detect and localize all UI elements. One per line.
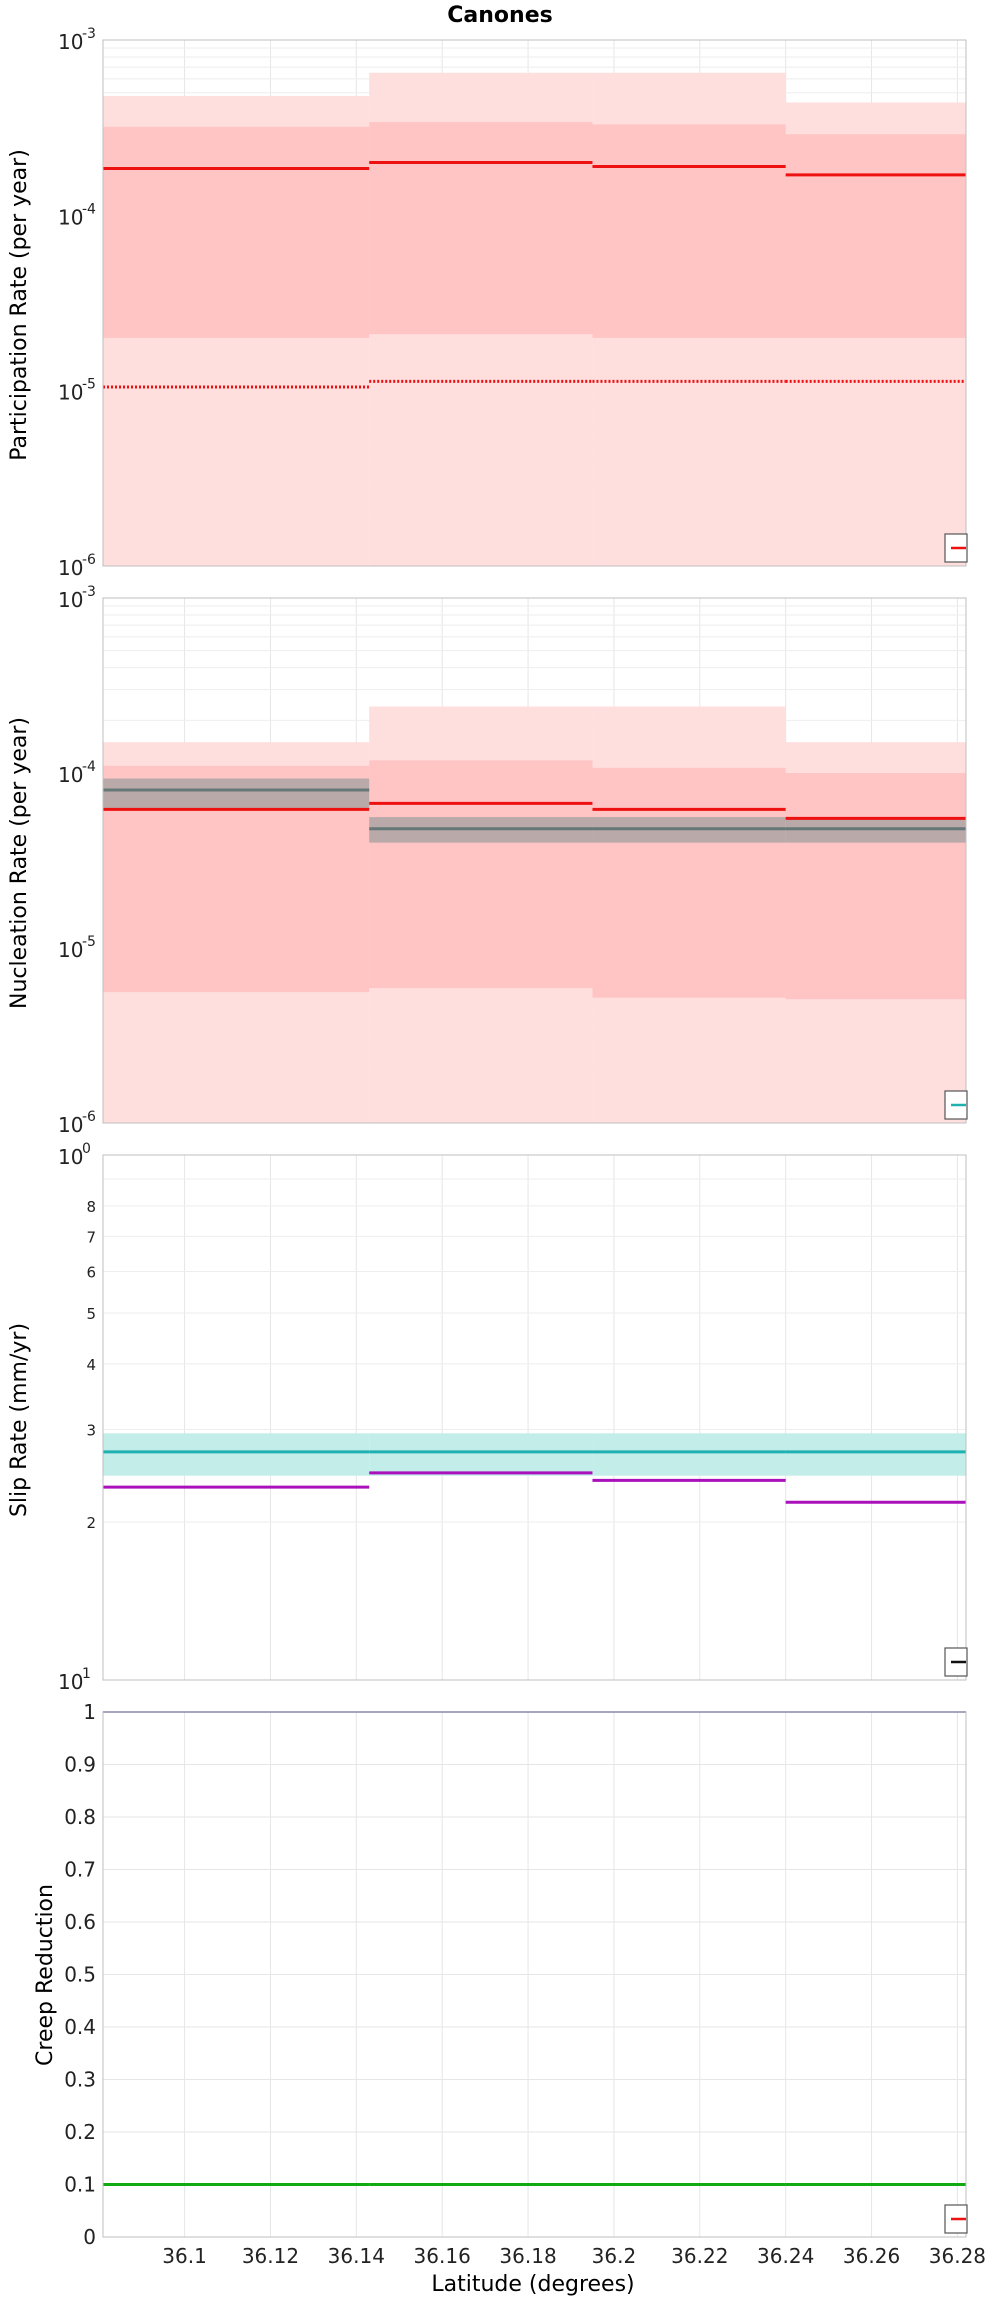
panel-creep-reduction: 0 0.1 0.2 0.3 0.4 0.5 0.6 0.7 0.8 0.9 1 36.1 36.12 36…: [64, 1700, 986, 2268]
uncertainty-band: [592, 767, 786, 998]
x-tick-label: 36.18: [499, 2244, 556, 2268]
y-tick-exponent: -3: [82, 26, 96, 42]
y-tick-minor-label: 7: [86, 1228, 96, 1246]
y-tick-exponent: -4: [82, 201, 96, 217]
uncertainty-band: [785, 1433, 966, 1476]
uncertainty-band: [785, 134, 966, 338]
y-tick-label: 10: [58, 588, 83, 612]
uncertainty-band: [369, 1433, 593, 1476]
y-tick-label: 1: [83, 1700, 96, 1724]
y-tick-label: 10: [58, 381, 83, 405]
y-tick-minor-label: 3: [86, 1422, 96, 1440]
y-tick-label: 10: [58, 30, 83, 54]
y-tick-label: 10: [58, 556, 83, 580]
x-tick-label: 36.24: [757, 2244, 814, 2268]
uncertainty-band: [369, 760, 593, 989]
y-tick-label: 0.8: [64, 1805, 96, 1829]
x-tick-label: 36.14: [328, 2244, 385, 2268]
y-tick-minor-label: 4: [86, 1356, 96, 1374]
x-tick-label: 36.26: [843, 2244, 900, 2268]
slip-rate-ylabel: Slip Rate (mm/yr): [7, 1323, 32, 1517]
chart-title: Canones: [447, 3, 552, 28]
y-tick-label: 10: [58, 763, 83, 787]
y-tick-exponent: -5: [82, 377, 96, 393]
x-tick-label: 36.1: [162, 2244, 207, 2268]
y-tick-label: 0.9: [64, 1753, 96, 1777]
creep-reduction-ylabel: Creep Reduction: [33, 1884, 58, 2066]
y-tick-label: 0.4: [64, 2015, 96, 2039]
x-tick-label: 36.28: [929, 2244, 986, 2268]
uncertainty-band: [103, 126, 370, 338]
uncertainty-band: [785, 773, 966, 1000]
uncertainty-band: [369, 122, 593, 335]
x-tick-label: 36.22: [671, 2244, 728, 2268]
x-tick-label: 36.2: [592, 2244, 637, 2268]
y-tick-exponent: -6: [82, 552, 96, 568]
plot-frame: [102, 597, 967, 1124]
uncertainty-band: [103, 1433, 370, 1476]
y-tick-label: 0.2: [64, 2120, 96, 2144]
y-tick-exponent: -3: [82, 584, 96, 600]
y-tick-label: 0.6: [64, 1910, 96, 1934]
y-tick-label: 10: [58, 1670, 83, 1694]
y-tick-exponent: -6: [82, 1109, 96, 1125]
y-tick-minor-label: 5: [86, 1305, 96, 1323]
x-tick-label: 36.12: [242, 2244, 299, 2268]
y-tick-minor-label: 2: [86, 1514, 96, 1532]
x-axis-label: Latitude (degrees): [431, 2272, 634, 2297]
plot-frame: [102, 39, 967, 567]
panel-nucleation: 10-610-510-410-3: [58, 584, 968, 1137]
y-tick-label: 10: [58, 205, 83, 229]
plot-area: [103, 1155, 966, 1680]
x-tick-label: 36.16: [414, 2244, 471, 2268]
y-tick-exponent: -5: [82, 934, 96, 950]
uncertainty-band: [103, 778, 370, 810]
y-tick-label: 0.3: [64, 2068, 96, 2092]
y-tick-label: 10: [58, 1145, 83, 1169]
y-tick-label: 0.7: [64, 1858, 96, 1882]
y-tick-label: 0.5: [64, 1963, 96, 1987]
y-tick-label: 10: [58, 1113, 83, 1137]
y-tick-label: 0: [83, 2225, 96, 2249]
plot-frame: [102, 1154, 967, 1681]
y-tick-minor-label: 6: [86, 1263, 96, 1281]
uncertainty-band: [592, 1433, 786, 1476]
y-tick-exponent: 1: [82, 1666, 91, 1682]
nucleation-ylabel: Nucleation Rate (per year): [7, 717, 32, 1009]
y-tick-label: 0.1: [64, 2173, 96, 2197]
y-tick-exponent: -4: [82, 759, 96, 775]
uncertainty-band: [592, 124, 786, 338]
panel-participation: 10-610-510-410-3: [58, 26, 968, 580]
y-tick-minor-label: 8: [86, 1198, 96, 1216]
y-tick-label: 10: [58, 938, 83, 962]
y-tick-exponent: 0: [82, 1141, 91, 1157]
participation-ylabel: Participation Rate (per year): [7, 149, 32, 461]
plot-frame: [102, 1711, 967, 2238]
